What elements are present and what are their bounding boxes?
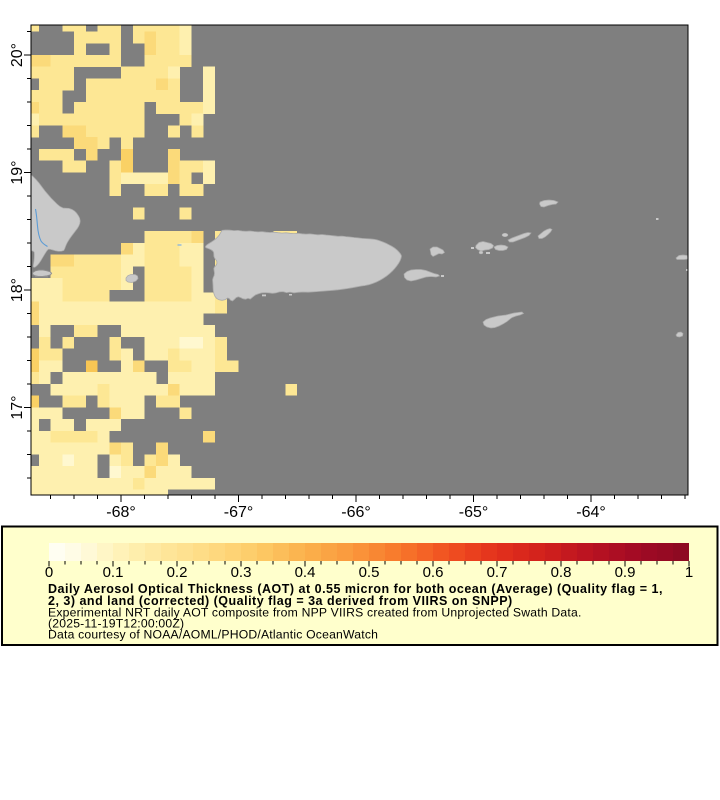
svg-text:-68°: -68°	[106, 504, 136, 521]
svg-text:2, 3) and land (corrected) (Qu: 2, 3) and land (corrected) (Quality flag…	[48, 594, 513, 608]
svg-text:(2025-11-19T12:00:00Z): (2025-11-19T12:00:00Z)	[48, 617, 184, 631]
svg-text:0.6: 0.6	[423, 564, 444, 581]
svg-text:Data courtesy of NOAA/AOML/PHO: Data courtesy of NOAA/AOML/PHOD/Atlantic…	[48, 628, 378, 642]
svg-text:19°: 19°	[9, 160, 26, 184]
svg-text:Experimental NRT daily AOT com: Experimental NRT daily AOT composite fro…	[48, 606, 582, 620]
svg-text:-67°: -67°	[224, 504, 254, 521]
svg-text:Daily Aerosol Optical Thicknes: Daily Aerosol Optical Thickness (AOT) at…	[48, 582, 663, 596]
svg-text:0.4: 0.4	[295, 564, 316, 581]
svg-text:1: 1	[685, 564, 693, 581]
svg-text:0.1: 0.1	[103, 564, 124, 581]
svg-text:18°: 18°	[9, 278, 26, 302]
svg-text:0.7: 0.7	[487, 564, 508, 581]
svg-text:0.2: 0.2	[167, 564, 188, 581]
svg-text:-65°: -65°	[459, 504, 489, 521]
svg-text:-66°: -66°	[341, 504, 371, 521]
svg-text:0.8: 0.8	[551, 564, 572, 581]
svg-text:0.3: 0.3	[231, 564, 252, 581]
svg-text:20°: 20°	[9, 43, 26, 67]
svg-text:0.9: 0.9	[615, 564, 636, 581]
svg-text:0.5: 0.5	[359, 564, 380, 581]
svg-text:-64°: -64°	[576, 504, 606, 521]
svg-text:17°: 17°	[9, 395, 26, 419]
svg-text:0: 0	[45, 564, 53, 581]
